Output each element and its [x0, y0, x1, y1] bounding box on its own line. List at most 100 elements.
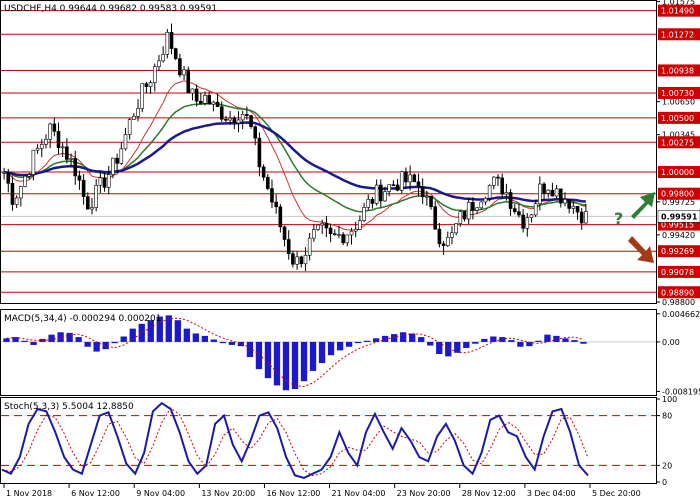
level-label: 1.00000: [661, 168, 694, 177]
candle-body: [429, 195, 433, 207]
candle-body: [533, 203, 538, 216]
macd-bar: [264, 341, 272, 379]
candle-body: [471, 202, 475, 211]
candle-body: [278, 206, 283, 228]
candle-body: [303, 254, 308, 265]
macd-title: MACD(5,34,4) -0.000294 0.000201: [4, 314, 161, 324]
candle-body: [77, 175, 82, 181]
macd-bar: [454, 341, 461, 353]
macd-bar: [102, 341, 109, 350]
candle-body: [115, 157, 119, 164]
macd-bar: [201, 335, 209, 342]
candle-body: [123, 134, 128, 150]
candle-body: [370, 198, 375, 204]
candle-body: [395, 184, 400, 191]
candle-body: [529, 214, 534, 218]
macd-bar: [120, 336, 127, 342]
level-label: 0.98890: [661, 288, 694, 297]
candle-body: [2, 171, 6, 174]
price-levels: [1, 10, 656, 293]
candle-body: [152, 66, 157, 83]
candle-body: [387, 184, 391, 192]
macd-bar: [210, 339, 218, 342]
candle-body: [194, 88, 199, 102]
macd-bar: [409, 333, 416, 342]
candle-body: [546, 189, 551, 194]
macd-tick-label: 0.00: [662, 338, 680, 347]
candle-body: [345, 234, 350, 244]
price-tick-label: 0.98800: [662, 298, 695, 307]
macd-bar: [66, 332, 73, 342]
current-price-box: [657, 210, 700, 223]
time-tick-label: 13 Nov 20:00: [201, 489, 255, 498]
candle-body: [257, 137, 262, 168]
macd-bar: [147, 320, 154, 342]
level-label-box: [658, 286, 700, 299]
level-label-box: [658, 111, 700, 124]
macd-bar: [165, 315, 172, 342]
candle-body: [44, 139, 48, 145]
macd-bar: [111, 341, 118, 344]
candle-body: [178, 58, 182, 76]
candle-body: [98, 177, 103, 186]
candle-body: [483, 197, 488, 203]
macd-bar: [300, 341, 308, 382]
candle-body: [157, 60, 161, 67]
candle-body: [584, 211, 588, 224]
macd-bar: [345, 341, 353, 347]
candle-body: [261, 166, 266, 178]
price-candles: [2, 23, 588, 272]
macd-bar: [372, 338, 380, 342]
stoch-main-line: [1, 401, 589, 479]
candle-body: [458, 211, 463, 224]
candle-body: [299, 256, 304, 265]
level-label: 0.99800: [661, 190, 694, 199]
candle-body: [224, 118, 228, 121]
macd-bar: [463, 341, 470, 348]
candle-body: [23, 175, 27, 187]
macd-bar: [255, 341, 263, 370]
candle-body: [60, 146, 65, 149]
level-label: 1.00938: [661, 66, 694, 75]
price-tick-label: 0.99725: [662, 198, 695, 207]
candle-body: [173, 48, 178, 59]
candle-body: [425, 195, 429, 198]
stoch-tick-label: 100: [662, 395, 677, 404]
level-label-box: [658, 166, 700, 179]
stoch-signal-line: [1, 407, 589, 477]
candle-body: [412, 174, 417, 183]
candle-body: [27, 174, 32, 177]
candle-body: [186, 69, 191, 94]
candle-body: [512, 208, 517, 212]
candle-body: [420, 186, 425, 198]
macd-histogram: [1, 315, 656, 391]
candle-body: [550, 189, 555, 197]
macd-bar: [481, 338, 488, 342]
macd-bar: [246, 341, 254, 358]
macd-bar: [156, 316, 163, 342]
candle-body: [563, 199, 567, 204]
candle-body: [324, 223, 329, 229]
candle-body: [228, 117, 232, 121]
candle-body: [48, 123, 52, 140]
time-tick-label: 21 Nov 04:00: [332, 489, 386, 498]
candle-body: [199, 100, 203, 104]
time-axis: 1 Nov 2018 6 Nov 12:00 9 Nov 04:00 13 Nov 2…: [3, 484, 641, 498]
candle-body: [487, 185, 492, 199]
level-label-box: [658, 28, 700, 41]
macd-bar: [21, 340, 28, 342]
time-tick-label: 6 Nov 12:00: [71, 489, 120, 498]
price-tick-label: 0.99420: [662, 231, 695, 240]
candle-body: [286, 239, 291, 255]
macd-bar: [517, 341, 524, 347]
candle-body: [127, 119, 132, 135]
level-label: 0.99515: [661, 221, 694, 230]
macd-axis: 0.004662 0.00 -0.008195: [656, 310, 700, 396]
candle-body: [270, 188, 274, 203]
macd-bar: [354, 341, 362, 344]
price-tick-label: 1.00650: [662, 98, 695, 107]
macd-bar: [363, 340, 371, 342]
candle-body: [102, 177, 107, 188]
candle-body: [295, 256, 299, 265]
candle-body: [504, 192, 509, 195]
